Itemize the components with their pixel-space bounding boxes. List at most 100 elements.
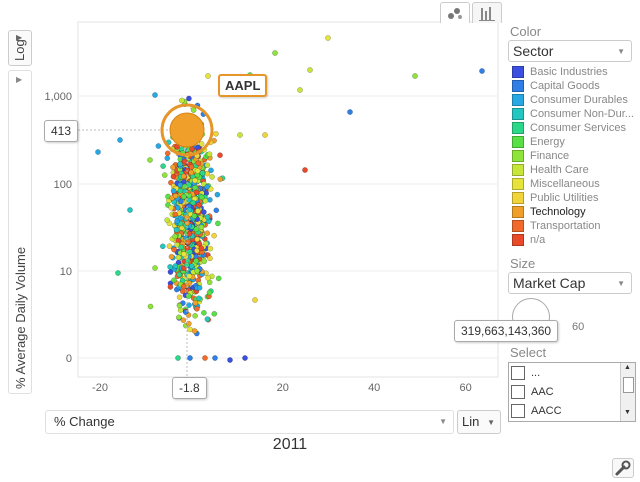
- data-point[interactable]: [242, 355, 248, 361]
- legend-item[interactable]: Consumer Durables: [512, 93, 634, 107]
- data-point[interactable]: [171, 246, 177, 253]
- data-point[interactable]: [215, 275, 222, 282]
- data-point[interactable]: [167, 284, 174, 290]
- data-point[interactable]: [193, 189, 200, 196]
- data-point[interactable]: [191, 213, 198, 219]
- data-point[interactable]: [180, 193, 187, 200]
- data-point[interactable]: [209, 174, 215, 180]
- tab-bar-chart[interactable]: [472, 2, 502, 23]
- legend-item[interactable]: Health Care: [512, 163, 634, 177]
- data-point[interactable]: [161, 172, 168, 178]
- data-point[interactable]: [155, 143, 162, 149]
- data-point[interactable]: [180, 317, 187, 324]
- data-point[interactable]: [127, 207, 133, 213]
- data-point[interactable]: [164, 155, 171, 162]
- data-point[interactable]: [198, 141, 205, 147]
- legend-item[interactable]: Miscellaneous: [512, 177, 634, 191]
- data-point[interactable]: [176, 302, 183, 309]
- data-point[interactable]: [194, 267, 201, 274]
- tab-bubble-chart[interactable]: [440, 2, 470, 23]
- data-point[interactable]: [176, 294, 183, 301]
- data-point[interactable]: [187, 355, 193, 361]
- data-point[interactable]: [201, 309, 207, 316]
- legend-item[interactable]: Technology: [512, 205, 634, 219]
- legend-item[interactable]: Public Utilities: [512, 191, 634, 205]
- data-point[interactable]: [167, 264, 173, 270]
- scrollbar[interactable]: ▲ ▼: [620, 363, 635, 421]
- data-point[interactable]: [189, 146, 196, 152]
- data-point[interactable]: [213, 207, 220, 214]
- data-point[interactable]: [272, 50, 278, 56]
- data-point[interactable]: [192, 184, 198, 191]
- data-point[interactable]: [195, 208, 201, 214]
- data-point[interactable]: [479, 68, 485, 74]
- data-point[interactable]: [193, 226, 200, 233]
- data-point[interactable]: [195, 160, 202, 166]
- data-point[interactable]: [160, 163, 166, 169]
- data-point[interactable]: [190, 107, 197, 113]
- data-point[interactable]: [174, 218, 181, 225]
- data-point[interactable]: [208, 167, 214, 174]
- aapl-bubble[interactable]: [169, 112, 205, 148]
- data-point[interactable]: [194, 236, 201, 243]
- data-point[interactable]: [186, 273, 193, 280]
- data-point[interactable]: [164, 150, 171, 157]
- data-point[interactable]: [205, 73, 211, 79]
- data-point[interactable]: [178, 244, 184, 251]
- select-item[interactable]: AACC: [511, 402, 562, 420]
- data-point[interactable]: [174, 241, 180, 248]
- data-point[interactable]: [177, 187, 184, 194]
- data-point[interactable]: [205, 275, 211, 281]
- data-point[interactable]: [227, 357, 233, 363]
- data-point[interactable]: [194, 247, 200, 254]
- data-point[interactable]: [147, 303, 154, 310]
- data-point[interactable]: [192, 312, 198, 319]
- data-point[interactable]: [186, 302, 192, 309]
- data-point[interactable]: [185, 238, 192, 245]
- data-point[interactable]: [204, 230, 211, 237]
- data-point[interactable]: [152, 92, 158, 98]
- data-point[interactable]: [181, 158, 188, 165]
- data-point[interactable]: [178, 198, 184, 205]
- data-point[interactable]: [347, 109, 353, 115]
- legend-item[interactable]: Energy: [512, 135, 634, 149]
- data-point[interactable]: [177, 182, 184, 188]
- data-point[interactable]: [159, 243, 166, 250]
- data-point[interactable]: [297, 87, 303, 93]
- data-point[interactable]: [307, 67, 313, 73]
- y-scale-dropdown[interactable]: ▶ Log: [8, 30, 32, 66]
- data-point[interactable]: [192, 300, 199, 306]
- data-point[interactable]: [175, 355, 181, 361]
- data-point[interactable]: [172, 192, 179, 199]
- data-point[interactable]: [180, 173, 187, 180]
- data-point[interactable]: [211, 232, 217, 239]
- data-point[interactable]: [199, 170, 206, 176]
- data-point[interactable]: [204, 183, 210, 190]
- select-list[interactable]: ... AAC AACC ▲ ▼: [508, 362, 636, 422]
- x-metric-dropdown[interactable]: % Change ▼: [45, 410, 454, 434]
- data-point[interactable]: [198, 224, 205, 231]
- data-point[interactable]: [198, 245, 205, 252]
- legend-item[interactable]: Consumer Non-Dur...: [512, 107, 634, 121]
- data-point[interactable]: [175, 254, 182, 261]
- data-point[interactable]: [188, 263, 195, 270]
- data-point[interactable]: [186, 95, 192, 102]
- data-point[interactable]: [196, 295, 202, 302]
- data-point[interactable]: [147, 157, 153, 163]
- scroll-up-icon[interactable]: ▲: [624, 364, 631, 371]
- checkbox[interactable]: [511, 385, 525, 399]
- data-point[interactable]: [206, 289, 213, 296]
- legend-item[interactable]: Capital Goods: [512, 79, 634, 93]
- data-point[interactable]: [212, 355, 218, 361]
- data-point[interactable]: [214, 191, 221, 198]
- data-point[interactable]: [412, 73, 418, 79]
- highlight-aapl[interactable]: [78, 103, 214, 377]
- data-point[interactable]: [176, 314, 182, 321]
- data-point[interactable]: [302, 167, 308, 173]
- data-point[interactable]: [193, 257, 200, 264]
- data-point[interactable]: [186, 206, 193, 213]
- data-point[interactable]: [262, 132, 268, 138]
- data-point[interactable]: [190, 199, 196, 206]
- data-point[interactable]: [204, 214, 211, 220]
